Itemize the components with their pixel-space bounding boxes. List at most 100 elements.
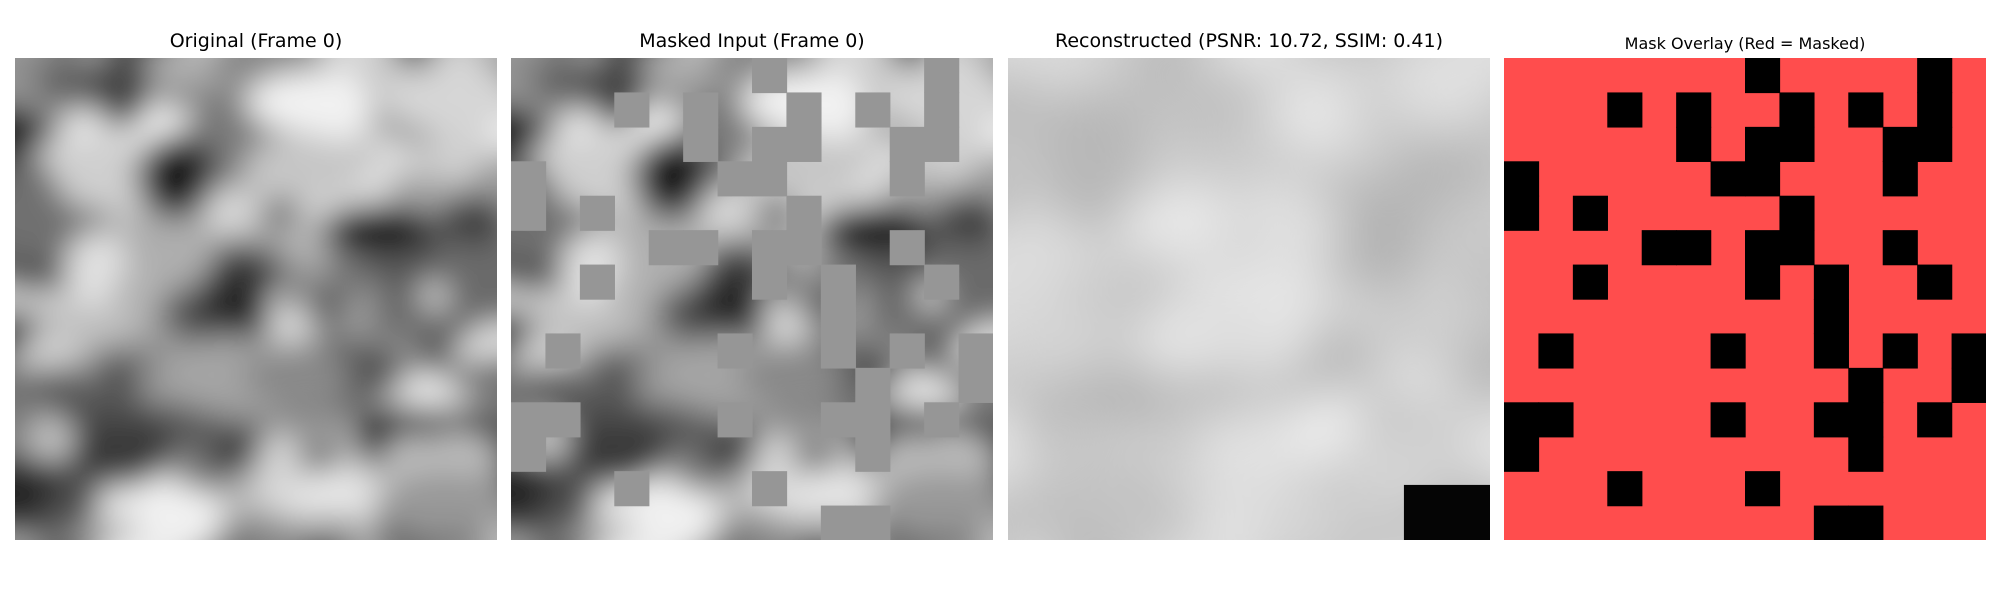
masked-patch (511, 402, 547, 438)
masked-patch (820, 402, 856, 438)
mask-cell (1882, 230, 1918, 266)
masked-patch (855, 367, 891, 403)
mask-cell (1882, 161, 1918, 197)
masked-patch (855, 402, 891, 438)
masked-patch (855, 92, 891, 128)
masked-patch (889, 126, 925, 162)
masked-patch (648, 230, 684, 266)
mask-cell (1779, 92, 1815, 128)
masked-patch (924, 402, 960, 438)
mask-cell (1676, 126, 1712, 162)
mask-cell (1572, 264, 1608, 300)
masked-patch (579, 264, 615, 300)
mask-cell (1676, 230, 1712, 266)
original-frame-image (15, 58, 497, 540)
mask-cell (1745, 126, 1781, 162)
panel-title-mask-overlay: Mask Overlay (Red = Masked) (1624, 34, 1866, 53)
masked-patch (579, 195, 615, 231)
masked-patch (958, 333, 993, 369)
mask-cell (1504, 436, 1540, 472)
masked-patch (752, 126, 788, 162)
mask-cell (1538, 333, 1574, 369)
masked-patch (614, 92, 650, 128)
masked-patch (855, 436, 891, 472)
mask-cell (1572, 195, 1608, 231)
masked-patch (924, 126, 960, 162)
reconstructed-image (1008, 58, 1490, 540)
mask-cell (1538, 402, 1574, 438)
masked-patch (820, 505, 856, 540)
mask-cell (1710, 402, 1746, 438)
mask-cell (1813, 264, 1849, 300)
masked-patch (786, 126, 822, 162)
mask-cell (1917, 264, 1953, 300)
mask-cell (1951, 333, 1986, 369)
masked-patch (924, 264, 960, 300)
mask-cell (1641, 230, 1677, 266)
masked-patch (683, 92, 719, 128)
mask-cell (1745, 161, 1781, 197)
panel-reconstructed: Reconstructed (PSNR: 10.72, SSIM: 0.41) (1008, 0, 1490, 600)
mask-cell (1504, 402, 1540, 438)
masked-patch (511, 436, 547, 472)
masked-patch (786, 230, 822, 266)
mask-cell (1504, 195, 1540, 231)
masked-patch (511, 195, 547, 231)
masked-patch (717, 161, 753, 197)
mask-cell (1848, 436, 1884, 472)
masked-patch (614, 471, 650, 507)
masked-patch (717, 333, 753, 369)
mask-cell (1848, 402, 1884, 438)
mask-cell (1848, 505, 1884, 540)
mask-cell (1745, 471, 1781, 507)
masked-patch (786, 92, 822, 128)
mask-cell (1710, 333, 1746, 369)
mask-cell (1917, 126, 1953, 162)
mask-cell (1848, 92, 1884, 128)
mask-cell (1848, 367, 1884, 403)
panel-title-masked-input: Masked Input (Frame 0) (639, 30, 865, 52)
masked-patch (889, 230, 925, 266)
mask-cell (1917, 58, 1953, 94)
panel-original: Original (Frame 0) (15, 0, 497, 600)
mask-cell (1951, 367, 1986, 403)
masked-patch (545, 402, 581, 438)
mask-cell (1779, 230, 1815, 266)
masked-patch (924, 92, 960, 128)
masked-patch (752, 230, 788, 266)
masked-patch (820, 299, 856, 335)
masked-input-image (511, 58, 993, 540)
mask-cell (1504, 161, 1540, 197)
masked-patch (752, 161, 788, 197)
masked-patch (820, 264, 856, 300)
masked-patch (683, 230, 719, 266)
masked-patch (889, 161, 925, 197)
mask-cell (1882, 126, 1918, 162)
masked-patch (855, 505, 891, 540)
panel-title-original: Original (Frame 0) (169, 30, 343, 52)
masked-patch (924, 58, 960, 94)
mask-cell (1607, 471, 1643, 507)
masked-patch (683, 126, 719, 162)
masked-patch (752, 58, 788, 94)
masked-patch (889, 333, 925, 369)
mask-cell (1813, 505, 1849, 540)
mask-cell (1813, 333, 1849, 369)
mask-overlay-image (1504, 58, 1986, 540)
masked-patch (820, 333, 856, 369)
mask-cell (1882, 333, 1918, 369)
panel-masked-input: Masked Input (Frame 0) (511, 0, 993, 600)
mask-cell (1917, 92, 1953, 128)
mask-cell (1813, 299, 1849, 335)
mask-cell (1917, 402, 1953, 438)
panel-mask-overlay: Mask Overlay (Red = Masked) (1504, 0, 1986, 600)
panel-title-reconstructed: Reconstructed (PSNR: 10.72, SSIM: 0.41) (1055, 30, 1443, 52)
mask-cell (1779, 195, 1815, 231)
masked-patch (786, 195, 822, 231)
mask-cell (1676, 92, 1712, 128)
mask-cell (1745, 58, 1781, 94)
masked-patch (717, 402, 753, 438)
masked-patch (511, 161, 547, 197)
dark-artifact (1403, 484, 1490, 540)
masked-patch (752, 471, 788, 507)
